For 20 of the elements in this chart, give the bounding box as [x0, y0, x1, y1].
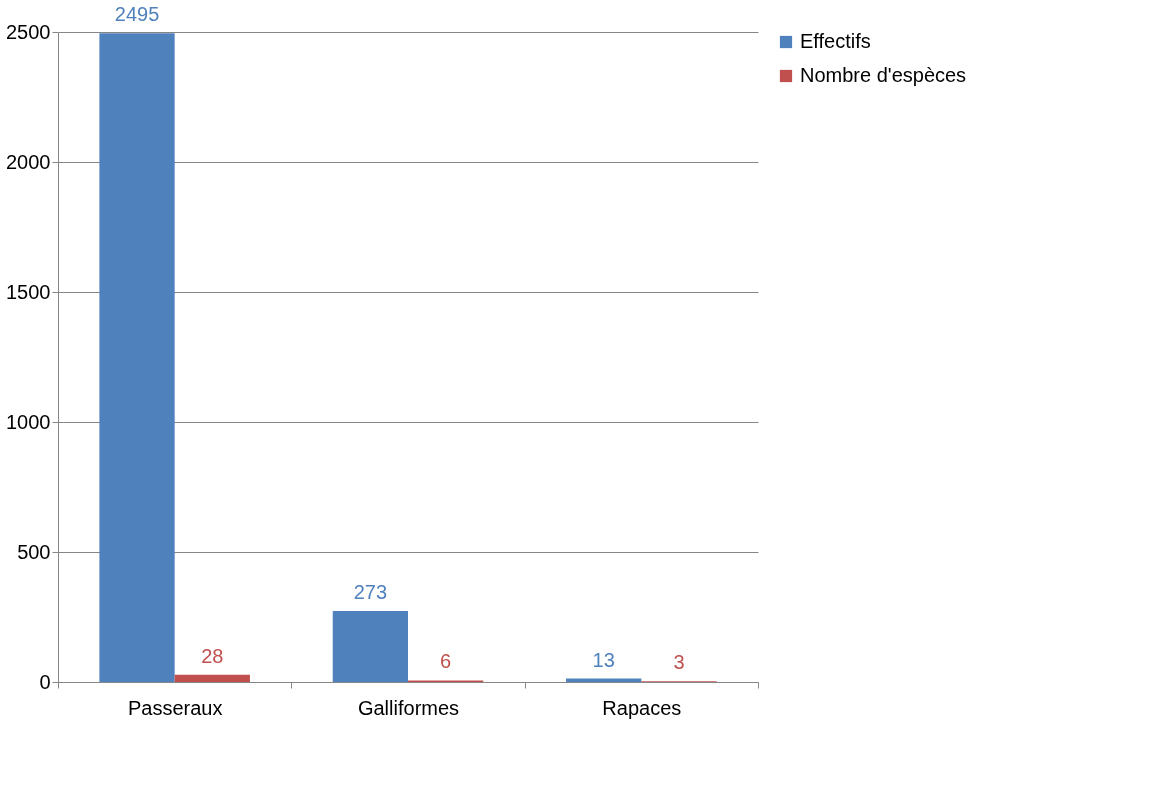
legend-label: Nombre d'espèces — [800, 64, 967, 86]
bar — [174, 674, 250, 682]
y-tick-label: 0 — [39, 670, 51, 693]
data-label: 6 — [440, 650, 452, 673]
data-label: 13 — [592, 648, 615, 671]
data-label: 28 — [201, 644, 224, 667]
y-tick-label: 1500 — [6, 280, 51, 303]
bar — [332, 611, 408, 682]
data-label: 2495 — [114, 3, 160, 26]
x-tick-label: Passeraux — [127, 696, 223, 719]
x-tick-label: Galliformes — [357, 696, 460, 719]
x-tick-label: Rapaces — [602, 696, 682, 719]
bar — [99, 33, 175, 682]
y-tick-label: 500 — [17, 540, 51, 563]
y-tick-label: 1000 — [6, 410, 51, 433]
y-tick-label: 2500 — [6, 20, 51, 43]
legend-label: Effectifs — [800, 30, 871, 52]
data-label: 273 — [353, 581, 388, 604]
data-label: 3 — [673, 651, 685, 674]
y-tick-label: 2000 — [6, 150, 51, 173]
